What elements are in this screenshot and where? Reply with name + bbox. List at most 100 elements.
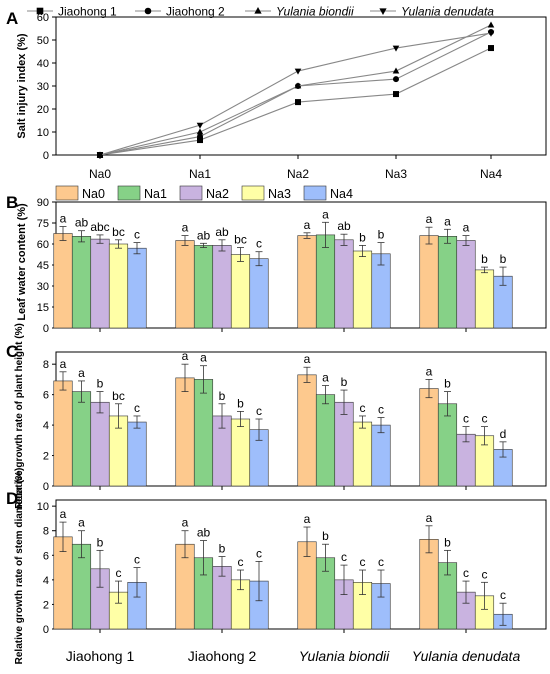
- panel-b-bar: [230, 254, 251, 329]
- panel-d-significance-letter: c: [238, 555, 244, 569]
- panel-c-significance-letter: c: [378, 402, 384, 416]
- panel-b-legend-swatch: [55, 185, 79, 201]
- panel-b-significance-letter: b: [378, 228, 385, 242]
- panel-b-legend-swatch: [241, 185, 265, 201]
- panel-b-significance-letter: b: [481, 252, 488, 266]
- panel-b-bar: [474, 269, 495, 329]
- panel-a-legend-marker: [36, 7, 44, 15]
- panel-a-data-point: [295, 99, 301, 106]
- panel-d-significance-letter: c: [482, 567, 488, 581]
- panel-c-significance-letter: d: [500, 427, 507, 441]
- panel-label-a: A: [6, 9, 18, 28]
- panel-d-significance-letter: b: [97, 535, 104, 549]
- panel-b-y-tick-label: 45: [37, 260, 49, 272]
- species-label: Yulania biondii: [299, 648, 390, 664]
- panel-b-bar: [456, 240, 476, 329]
- panel-label-c: C: [6, 342, 18, 361]
- panel-d-y-tick-label: 6: [43, 550, 49, 562]
- panel-b-legend-swatch: [117, 185, 141, 201]
- panel-d-significance-letter: b: [444, 535, 451, 549]
- panel-a-legend-marker: [144, 7, 152, 15]
- panel-d-significance-letter: a: [60, 507, 67, 521]
- panel-c-significance-letter: c: [134, 401, 140, 415]
- panel-b-significance-letter: c: [256, 237, 262, 251]
- panel-b-bar: [108, 243, 129, 329]
- panel-a-data-point: [393, 91, 399, 98]
- panel-b: B Leaf water content (%) Na0 Na1 Na2 Na3 Na4…: [6, 185, 547, 335]
- panel-c: C Relative growth rate of plant height (…: [6, 323, 547, 509]
- panel-c-significance-letter: b: [97, 377, 104, 391]
- panel-b-legend-swatch: [179, 185, 203, 201]
- panel-d-significance-letter: c: [463, 566, 469, 580]
- panel-c-bar: [193, 379, 214, 487]
- panel-d-significance-letter: ab: [197, 526, 211, 540]
- panel-label-d: D: [6, 489, 18, 508]
- panel-d-significance-letter: c: [256, 546, 262, 560]
- panel-a-y-tick-label: 40: [37, 58, 49, 70]
- panel-c-significance-letter: b: [341, 375, 348, 389]
- panel-a-series-line: [99, 32, 492, 156]
- panel-d-significance-letter: c: [134, 553, 140, 567]
- panel-b-y-tick-label: 75: [37, 218, 49, 230]
- panel-d-significance-letter: a: [182, 516, 189, 530]
- panel-b-significance-letter: ab: [215, 225, 229, 239]
- panel-d-significance-letter: c: [378, 555, 384, 569]
- panel-c-significance-letter: a: [426, 364, 433, 378]
- panel-a-x-tick-label: Na2: [287, 167, 309, 181]
- panel-b-significance-letter: b: [500, 252, 507, 266]
- panel-b-y-tick-label: 90: [37, 197, 49, 209]
- panel-a-legend-label: Yulania denudata: [401, 5, 494, 19]
- panel-c-bar: [419, 388, 439, 487]
- panel-a-data-point: [294, 82, 302, 89]
- panel-b-legend-label: Na1: [144, 187, 167, 201]
- panel-b-bar: [419, 235, 439, 329]
- panel-a-axes: 0 10 20 30 40 50 60 Na0 Na1 Na2 Na3 Na4: [37, 12, 503, 181]
- panel-a-data-point: [196, 128, 204, 135]
- panel-b-legend-label: Na3: [268, 187, 291, 201]
- panel-c-significance-letter: c: [256, 404, 262, 418]
- panel-b-bar: [297, 235, 317, 329]
- panel-a-x-tick-label: Na1: [189, 167, 211, 181]
- panel-c-bar: [90, 401, 110, 487]
- panel-c-y-tick-label: 4: [43, 420, 49, 432]
- panel-b-significance-letter: a: [426, 212, 433, 226]
- panel-c-significance-letter: a: [322, 371, 329, 385]
- panel-c-significance-letter: b: [219, 389, 226, 403]
- panel-b-significance-letter: a: [182, 221, 189, 235]
- panel-a-data-point: [392, 45, 400, 52]
- panel-label-b: B: [6, 193, 18, 212]
- panel-b-significance-letter: a: [60, 212, 67, 226]
- panel-a-data-point: [487, 30, 495, 37]
- panel-a-series: [96, 21, 495, 159]
- panel-b-legend-label: Na4: [330, 187, 353, 201]
- panel-a-y-tick-label: 30: [37, 81, 49, 93]
- panel-c-bar: [175, 377, 195, 487]
- species-label: Yulania denudata: [412, 648, 521, 664]
- panel-c-significance-letter: a: [60, 357, 67, 371]
- panel-a-data-point: [294, 68, 302, 75]
- panel-b-significance-letter: ab: [337, 219, 351, 233]
- panel-c-y-tick-label: 0: [43, 481, 49, 493]
- panel-a-y-tick-label: 50: [37, 35, 49, 47]
- panel-c-significance-letter: a: [304, 352, 311, 366]
- panel-b-y-tick-label: 0: [43, 323, 49, 335]
- panel-c-bar: [315, 394, 336, 487]
- panel-c-significance-letter: b: [237, 396, 244, 410]
- panel-b-bar: [212, 245, 232, 329]
- panel-a-data-point: [197, 137, 203, 144]
- panel-a-x-tick-label: Na3: [385, 167, 407, 181]
- panel-a-y-tick-label: 20: [37, 104, 49, 116]
- panel-b-significance-letter: ab: [75, 216, 89, 230]
- panel-c-significance-letter: bc: [112, 389, 125, 403]
- species-axis-labels: Jiaohong 1 Jiaohong 2 Yulania biondii Yulan…: [66, 648, 521, 664]
- panel-b-y-axis-label: Leaf water content (%): [16, 203, 28, 321]
- panel-b-significance-letter: bc: [112, 225, 125, 239]
- panel-c-bar: [371, 424, 391, 487]
- species-label: Jiaohong 1: [66, 648, 135, 664]
- panel-a-data-point: [96, 152, 104, 159]
- panel-a-legend: Jiaohong 1 Jiaohong 2 Yulania biondii Yulan…: [27, 5, 494, 19]
